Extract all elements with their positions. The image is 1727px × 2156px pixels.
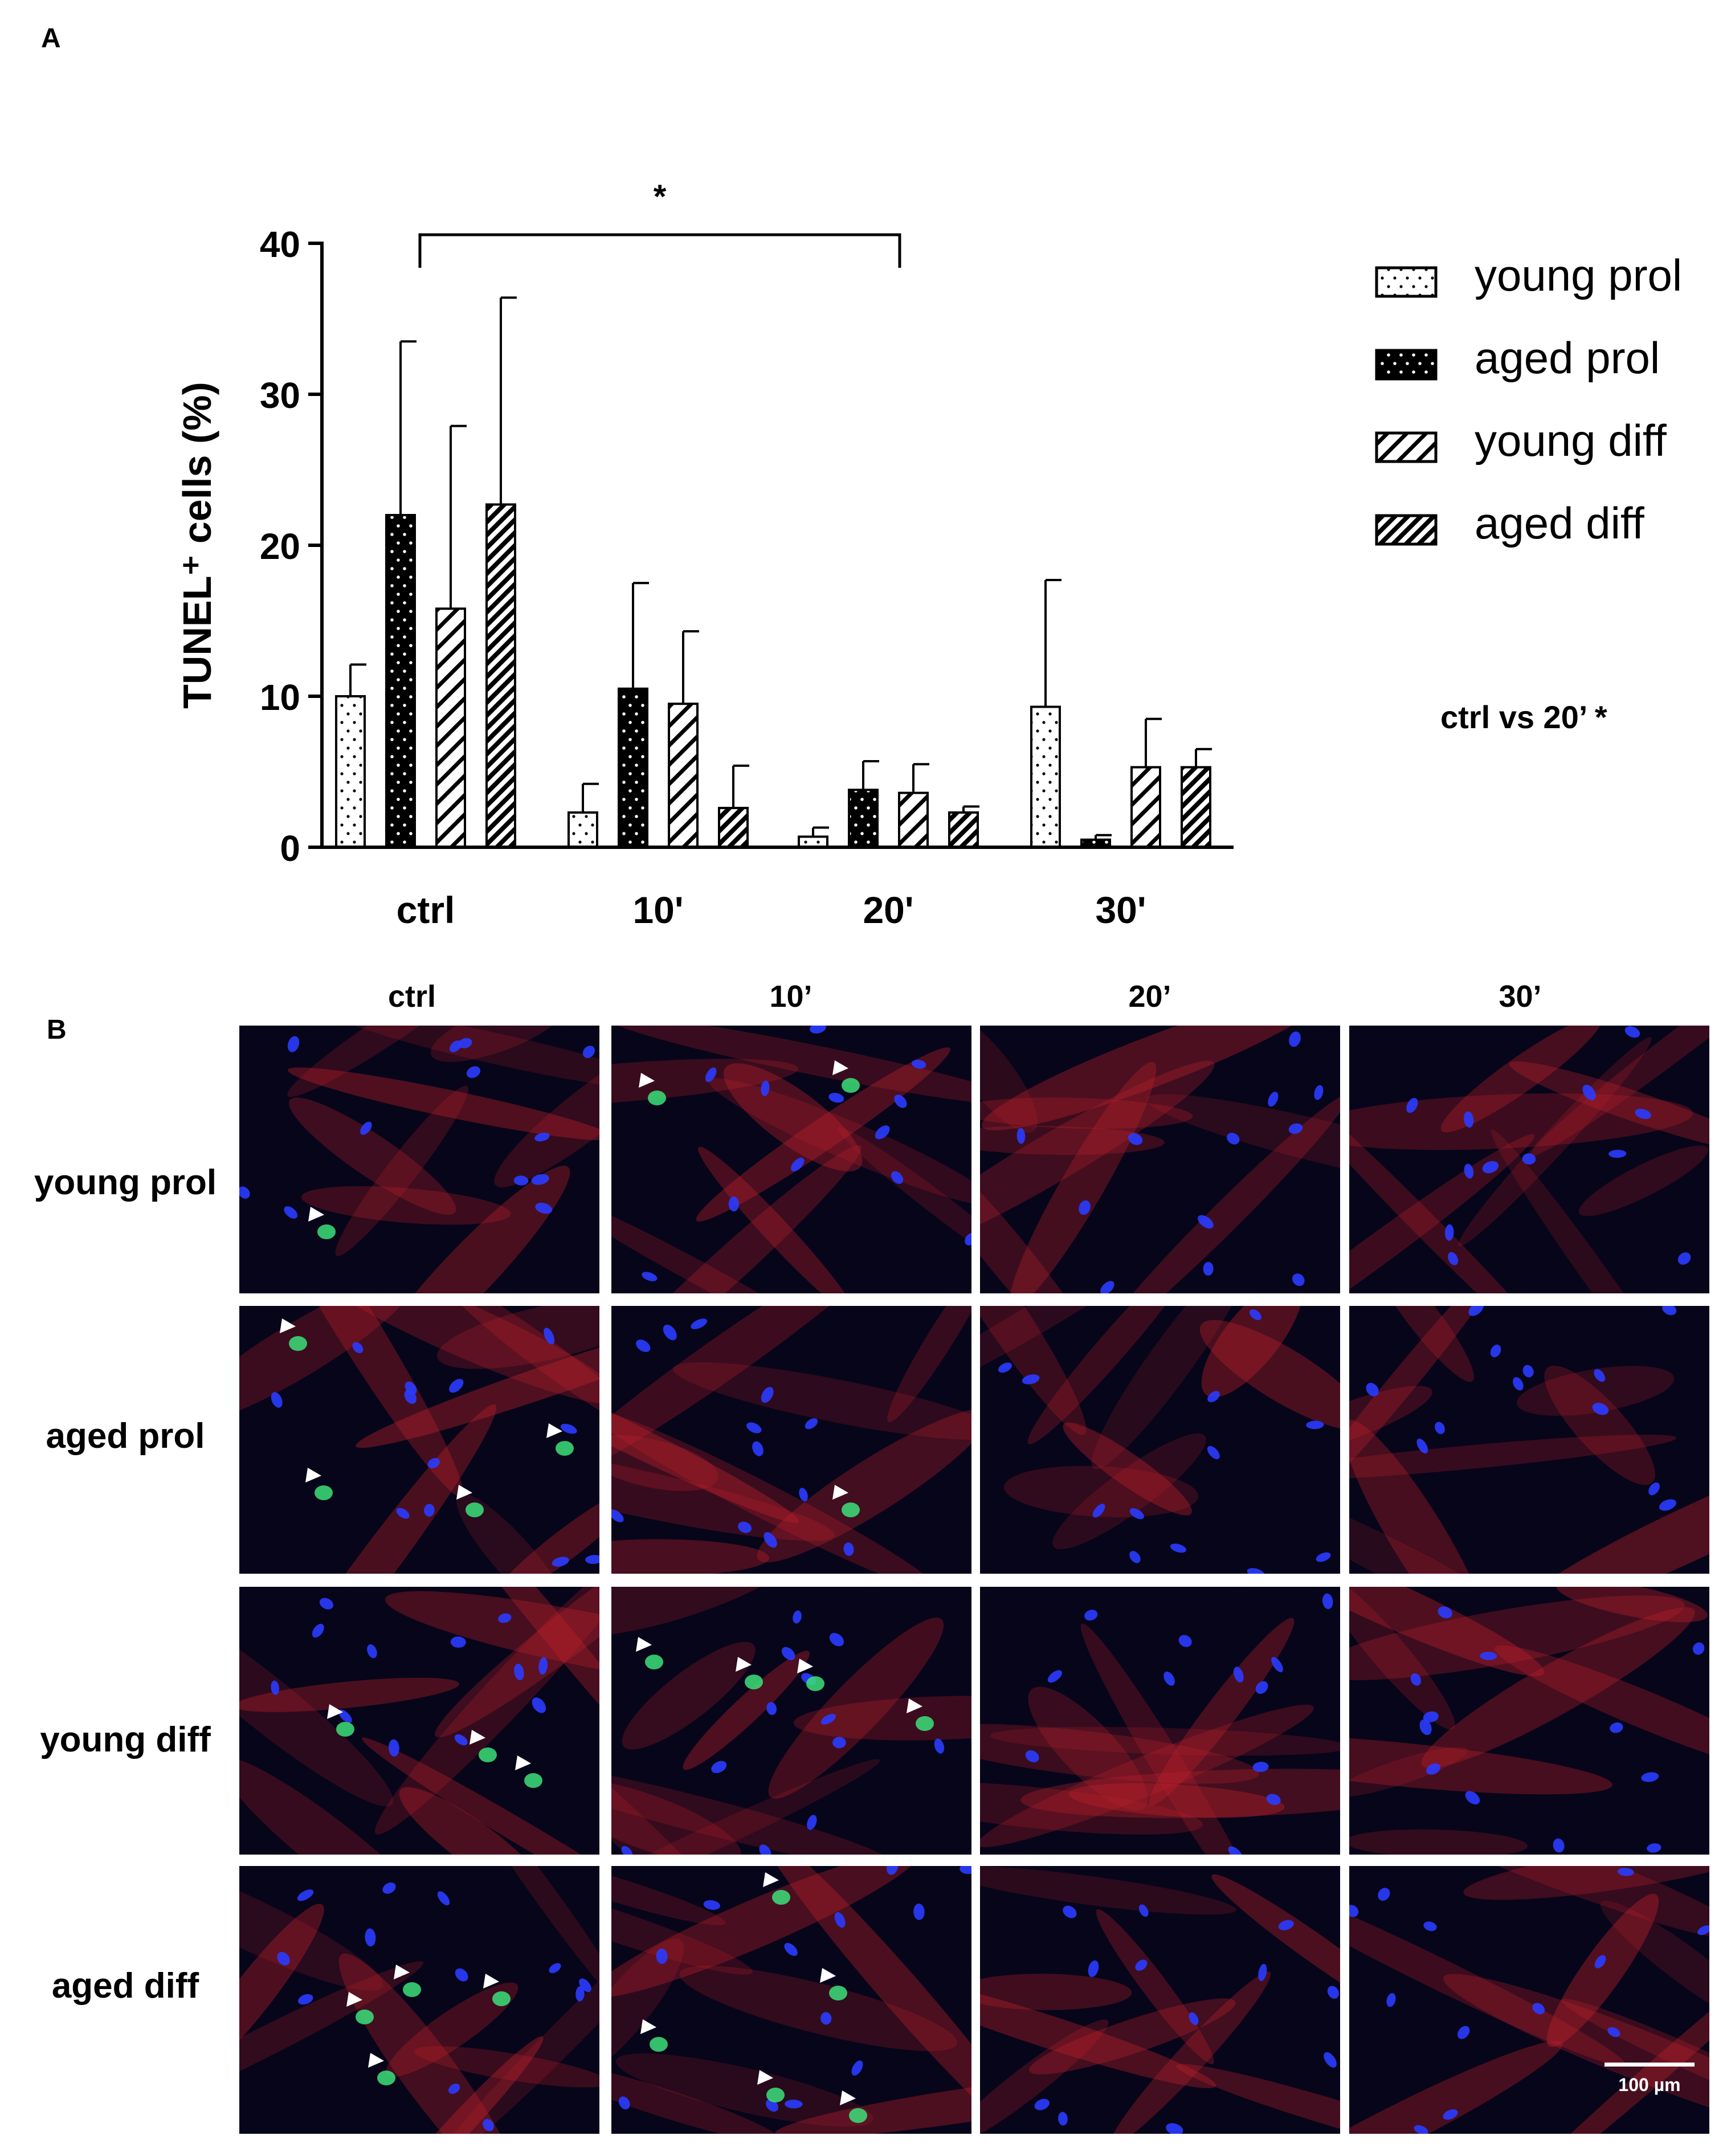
micrograph-image: [611, 1306, 971, 1574]
x-tick-label-20: 20': [863, 889, 913, 931]
micrograph-0-1: [611, 1026, 971, 1293]
x-tick-label-10: 10': [632, 889, 683, 931]
chart-axes: ctrl 10' 20' 30' 0 10 20 30 40 TUNEL⁺ cells (%) * c…: [175, 178, 1607, 931]
micrograph-image: [1349, 1306, 1709, 1574]
micrograph-image: [239, 1587, 599, 1855]
bar-young-diff-10: [668, 703, 699, 848]
column-header-ctrl: ctrl: [387, 979, 436, 1014]
micrograph-image: [1349, 1866, 1709, 2134]
micrograph-image: [980, 1026, 1340, 1293]
tunel-bar-chart: ctrl 10' 20' 30' 0 10 20 30 40 TUNEL⁺ cells (%) * c…: [175, 178, 1682, 931]
legend-label-young-diff: young diff: [1475, 415, 1667, 466]
legend-label-aged-diff: aged diff: [1475, 498, 1644, 548]
bar-young-diff-ctrl: [435, 607, 466, 849]
y-tick-label-0: 0: [280, 828, 300, 869]
scale-bar: 100 µm: [1601, 2063, 1698, 2096]
legend-swatch-young-diff: [1375, 431, 1438, 463]
micrograph-image: [1349, 1026, 1709, 1293]
legend-swatch-aged-diff: [1375, 514, 1438, 546]
legend-swatch-young-prol: [1375, 266, 1438, 298]
micrograph-2-1: [611, 1587, 971, 1855]
row-header-aged-diff: aged diff: [51, 1966, 199, 2006]
column-header-10min: 10’: [769, 979, 813, 1014]
x-tick-label-30: 30': [1095, 889, 1146, 931]
bar-aged-diff-30: [1181, 766, 1211, 849]
micrograph-3-2: [980, 1866, 1340, 2134]
micrograph-3-0: [239, 1866, 599, 2134]
row-header-young-prol: young prol: [34, 1163, 217, 1202]
micrograph-1-1: [611, 1306, 971, 1574]
micrograph-image: [980, 1593, 1340, 1855]
bar-aged-prol-ctrl: [385, 514, 416, 848]
y-axis-title: TUNEL⁺ cells (%): [175, 382, 219, 709]
micrograph-2-3: [1349, 1587, 1709, 1855]
column-header-30min: 30’: [1499, 979, 1542, 1014]
legend-label-aged-prol: aged prol: [1475, 333, 1660, 383]
bar-aged-prol-10: [618, 687, 648, 848]
micrograph-image: [239, 1866, 599, 2134]
bar-aged-diff-ctrl: [485, 503, 516, 848]
y-tick-label-30: 30: [260, 375, 300, 416]
x-tick-label-ctrl: ctrl: [397, 889, 455, 931]
panel-b-letter: B: [47, 1015, 67, 1045]
micrograph-image: [980, 1306, 1340, 1574]
bar-young-prol-30: [1030, 705, 1061, 849]
bar-aged-diff-10: [718, 807, 749, 848]
y-tick-label-40: 40: [260, 224, 300, 265]
bar-group: [335, 296, 1212, 849]
micrograph-image: [611, 1866, 971, 2134]
stat-annotation: ctrl vs 20’ *: [1440, 699, 1607, 735]
significance-star: *: [654, 178, 667, 215]
micrograph-image: [611, 1587, 971, 1855]
significance-bracket: [418, 233, 901, 268]
micrograph-image: [239, 1306, 599, 1574]
micrograph-0-2: [980, 1026, 1340, 1293]
row-header-aged-prol: aged prol: [46, 1416, 205, 1456]
micrograph-2-0: [239, 1587, 599, 1855]
chart-legend: young prol aged prol young diff aged diff: [1375, 250, 1682, 548]
micrograph-image: [239, 1026, 599, 1293]
bar-young-prol-ctrl: [335, 695, 366, 848]
micrograph-0-3: [1349, 1026, 1709, 1293]
micrograph-image: [611, 1026, 971, 1293]
bar-young-prol-10: [567, 811, 598, 849]
bar-aged-diff-20: [948, 811, 979, 849]
legend-swatch-aged-prol: [1375, 349, 1438, 381]
micrograph-2-2: [980, 1587, 1340, 1855]
micrograph-1-2: [980, 1306, 1340, 1574]
micrograph-image: [980, 1866, 1340, 2134]
bar-young-diff-30: [1130, 766, 1161, 849]
micrograph-3-3: [1349, 1866, 1709, 2134]
legend-label-young-prol: young prol: [1475, 250, 1682, 300]
y-tick-label-20: 20: [260, 526, 300, 567]
y-tick-label-10: 10: [260, 677, 300, 718]
micrograph-0-0: [239, 1026, 599, 1293]
scale-bar-label: 100 µm: [1618, 2075, 1681, 2095]
micrograph-1-3: [1349, 1306, 1709, 1574]
micrograph-image: [1349, 1587, 1709, 1855]
micrograph-1-0: [239, 1306, 599, 1574]
panel-a-letter: A: [41, 23, 61, 54]
column-header-20min: 20’: [1128, 979, 1171, 1014]
scale-bar-line: [1604, 2063, 1695, 2067]
row-header-young-diff: young diff: [40, 1720, 211, 1759]
bar-young-diff-20: [898, 791, 929, 848]
bar-aged-prol-20: [848, 789, 879, 849]
micrograph-3-1: [611, 1866, 971, 2134]
